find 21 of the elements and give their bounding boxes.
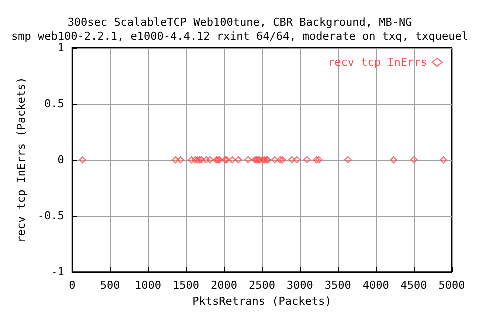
y-tick-label: 1: [58, 42, 64, 54]
x-tick-label: 1000: [135, 279, 162, 292]
y-axis-title: recv tcp InErrs (Packets): [15, 77, 28, 243]
y-tick-label: 0: [58, 154, 64, 167]
legend-label: recv tcp InErrs: [328, 56, 428, 69]
x-tick-label: 3500: [324, 279, 352, 292]
chart-title: 300sec ScalableTCP Web100tune, CBR Background, MB-NG: [68, 16, 412, 29]
x-tick-label: 2000: [210, 279, 238, 292]
y-tick-label: 0.5: [44, 98, 64, 111]
x-tick-label: 500: [100, 279, 120, 292]
x-tick-label: 4500: [400, 279, 428, 292]
x-tick-label: 2500: [248, 279, 276, 292]
x-tick-label: 4000: [362, 279, 390, 292]
x-axis-title: PktsRetrans (Packets): [192, 295, 332, 308]
x-tick-label: 3000: [286, 279, 314, 292]
y-tick-label: -1: [51, 266, 64, 279]
x-tick-label: 0: [69, 279, 76, 292]
y-tick-label: -0.5: [38, 210, 64, 223]
x-tick-label: 5000: [438, 279, 466, 292]
chart-subtitle: smp web100-2.2.1, e1000-4.4.12 rxint 64/64, moderate on txq, txqueuel: [12, 30, 468, 43]
x-tick-label: 1500: [173, 279, 200, 292]
